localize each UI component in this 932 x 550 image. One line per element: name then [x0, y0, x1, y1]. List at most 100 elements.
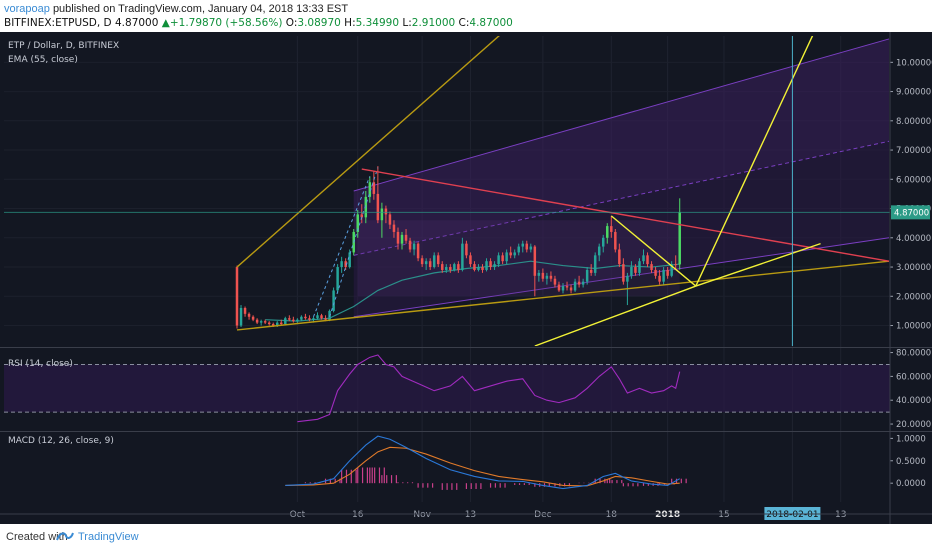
candle-up: [545, 275, 549, 279]
y-tick-label: 0.0000: [896, 479, 926, 489]
candle-up: [493, 264, 496, 268]
candle-down: [288, 318, 291, 320]
x-tick-label: 18: [606, 510, 618, 520]
candle-up: [364, 196, 368, 218]
candle-down: [618, 249, 621, 265]
candle-down: [255, 319, 259, 323]
candle-up: [275, 322, 279, 326]
candle-down: [565, 286, 569, 288]
candle-down: [569, 287, 573, 291]
author-link[interactable]: vorapoap: [4, 3, 50, 15]
trend-line: [534, 285, 697, 346]
macd-pane[interactable]: 0.0000 0.5000 1.0000 MACD (12, 26, close, 9…: [8, 434, 926, 490]
candle-up: [642, 255, 645, 262]
x-tick-label: Dec: [534, 510, 551, 520]
candle-up: [678, 212, 681, 265]
open-value: 3.08970: [297, 17, 341, 29]
time-axis[interactable]: Oct 16 Nov 13 Dec 18 2018 15 2018-02-01 13: [290, 507, 847, 520]
candle-up: [461, 243, 464, 270]
trend-line: [610, 215, 697, 287]
candle-up: [606, 226, 609, 238]
candle-down: [344, 261, 347, 268]
y-tick-label: 20.0000: [896, 420, 931, 430]
price-pane[interactable]: 1.000002.000003.000004.000005.000006.000…: [4, 32, 932, 502]
candle-up: [300, 316, 303, 320]
candle-up: [561, 286, 565, 291]
candle-up: [312, 318, 315, 320]
candle-down: [416, 243, 420, 259]
candle-down: [457, 264, 460, 270]
trend-line: [236, 260, 890, 331]
candle-down: [360, 214, 364, 218]
candle-up: [453, 264, 456, 270]
high-value: 5.34990: [355, 17, 400, 29]
tradingview-logo-icon: [56, 532, 74, 541]
footer: Created with TradingView: [0, 524, 932, 550]
y-tick-label: 8.00000: [896, 117, 931, 127]
candle-down: [396, 231, 400, 244]
candle-up: [670, 264, 673, 276]
candle-up: [593, 255, 597, 273]
candle-up: [284, 318, 287, 325]
candle-up: [537, 272, 541, 276]
candle-down: [392, 224, 396, 232]
tradingview-brand[interactable]: TradingView: [78, 531, 139, 543]
trend-line: [361, 168, 890, 262]
candle-up: [477, 267, 480, 270]
candle-down: [324, 318, 327, 320]
candle-down: [646, 255, 649, 265]
y-tick-label: 7.00000: [896, 146, 931, 156]
candle-down: [308, 318, 311, 320]
candle-down: [666, 269, 669, 276]
close-value: 4.87000: [469, 17, 513, 29]
high-label: H:: [344, 17, 356, 29]
candle-up: [662, 269, 665, 282]
candle-down: [376, 193, 380, 221]
y-tick-label: 80.0000: [896, 349, 931, 359]
rsi-line: [297, 354, 681, 423]
dashed-guide-line: [329, 167, 379, 317]
candle-down: [436, 255, 440, 265]
candle-up: [296, 319, 299, 322]
candle-down: [577, 281, 581, 285]
candle-down: [622, 264, 625, 282]
y-tick-label: 3.00000: [896, 263, 931, 273]
candle-down: [473, 264, 476, 270]
candle-down: [610, 226, 613, 232]
candle-down: [469, 255, 472, 265]
candle-down: [501, 255, 504, 262]
candle-down: [650, 264, 653, 270]
candle-up: [517, 246, 520, 253]
channel-lower-fill: [353, 141, 889, 317]
publish-line: vorapoap published on TradingView.com, J…: [4, 3, 348, 15]
last-price-label: 4.87000: [894, 208, 929, 218]
x-tick-label: 13: [835, 510, 846, 520]
candle-up: [316, 315, 319, 319]
candle-up: [424, 261, 428, 265]
chart-canvas[interactable]: 1.000002.000003.000004.000005.000006.000…: [0, 32, 932, 524]
symbol-label[interactable]: BITFINEX:ETPUSD, D: [4, 17, 112, 29]
candle-up: [432, 255, 436, 268]
rsi-pane[interactable]: 20.0000 40.0000 60.0000 80.0000 RSI (14, clo…: [4, 349, 931, 430]
candle-down: [533, 246, 537, 276]
candle-down: [481, 267, 484, 270]
candle-down: [549, 275, 553, 279]
candle-down: [557, 284, 561, 291]
x-tick-label: 15: [718, 510, 729, 520]
channel-upper-fill: [353, 38, 889, 256]
candle-down: [292, 319, 295, 322]
candle-up: [259, 321, 263, 323]
candle-down: [388, 214, 392, 225]
trend-line: [695, 242, 821, 287]
candle-down: [280, 322, 283, 325]
candle-down: [525, 243, 529, 250]
channel-median: [353, 140, 890, 256]
macd-pane-title: MACD (12, 26, close, 9): [8, 436, 114, 446]
candle-down: [589, 269, 593, 273]
candle-up: [626, 275, 629, 282]
price-pane-title: ETP / Dollar, D, BITFINEX: [8, 41, 119, 51]
candle-down: [320, 315, 323, 319]
candle-up: [585, 269, 589, 282]
chart-header: vorapoap published on TradingView.com, J…: [0, 0, 932, 32]
y-tick-label: 40.0000: [896, 396, 931, 406]
